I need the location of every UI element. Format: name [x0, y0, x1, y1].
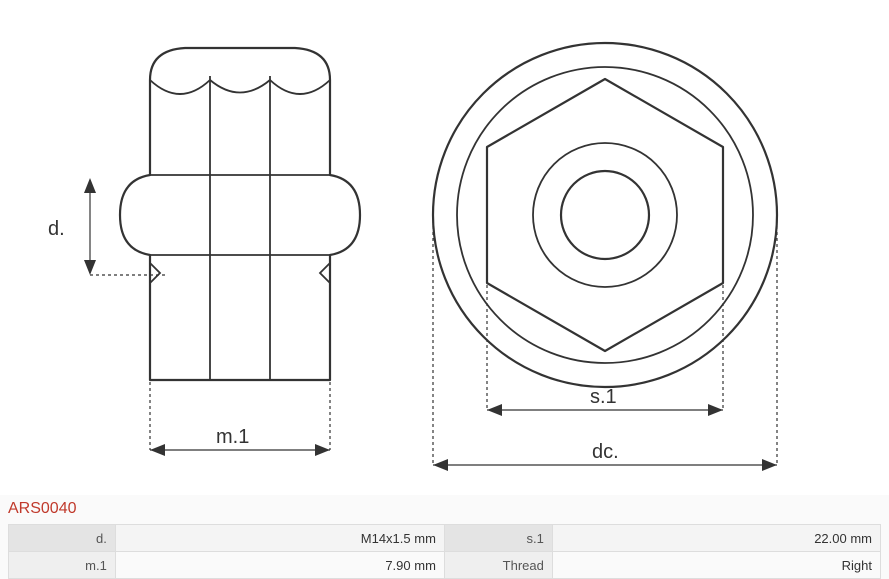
part-number-label: ARS0040: [8, 500, 77, 518]
spec-val: M14x1.5 mm: [115, 525, 444, 552]
spec-key: m.1: [9, 552, 116, 579]
dim-dc-label: dc.: [592, 441, 619, 463]
dim-m1-label: m.1: [216, 426, 249, 448]
technical-drawing-svg: d. m.1: [0, 0, 889, 495]
table-row: m.1 7.90 mm Thread Right: [9, 552, 881, 579]
spec-key: d.: [9, 525, 116, 552]
top-view: s.1 dc.: [433, 43, 777, 471]
side-view: d. m.1: [48, 48, 360, 456]
spec-key: s.1: [444, 525, 552, 552]
spec-key: Thread: [444, 552, 552, 579]
page-container: d. m.1: [0, 0, 889, 579]
diagram-area: d. m.1: [0, 0, 889, 495]
dim-d-label: d.: [48, 218, 65, 240]
dim-s1-label: s.1: [590, 386, 617, 408]
spec-val: 22.00 mm: [552, 525, 880, 552]
spec-val: Right: [552, 552, 880, 579]
spec-val: 7.90 mm: [115, 552, 444, 579]
table-row: d. M14x1.5 mm s.1 22.00 mm: [9, 525, 881, 552]
spec-table: d. M14x1.5 mm s.1 22.00 mm m.1 7.90 mm T…: [8, 524, 881, 579]
